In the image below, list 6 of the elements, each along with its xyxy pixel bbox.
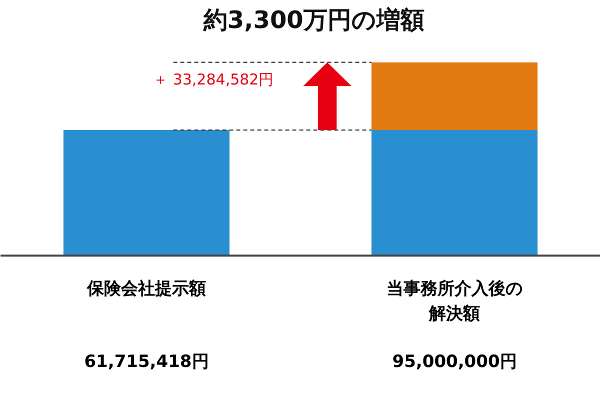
- text: 95,000,000円: [392, 352, 517, 372]
- text: 61,715,418円: [84, 352, 209, 372]
- annotation: ＋ 33,284,582円: [153, 70, 274, 88]
- x-tick-label: 保険会社提示額: [86, 278, 206, 299]
- chart-title: 約3,300万円の増額: [202, 6, 424, 34]
- x-tick-label: 当事務所介入後の解決額: [386, 278, 523, 324]
